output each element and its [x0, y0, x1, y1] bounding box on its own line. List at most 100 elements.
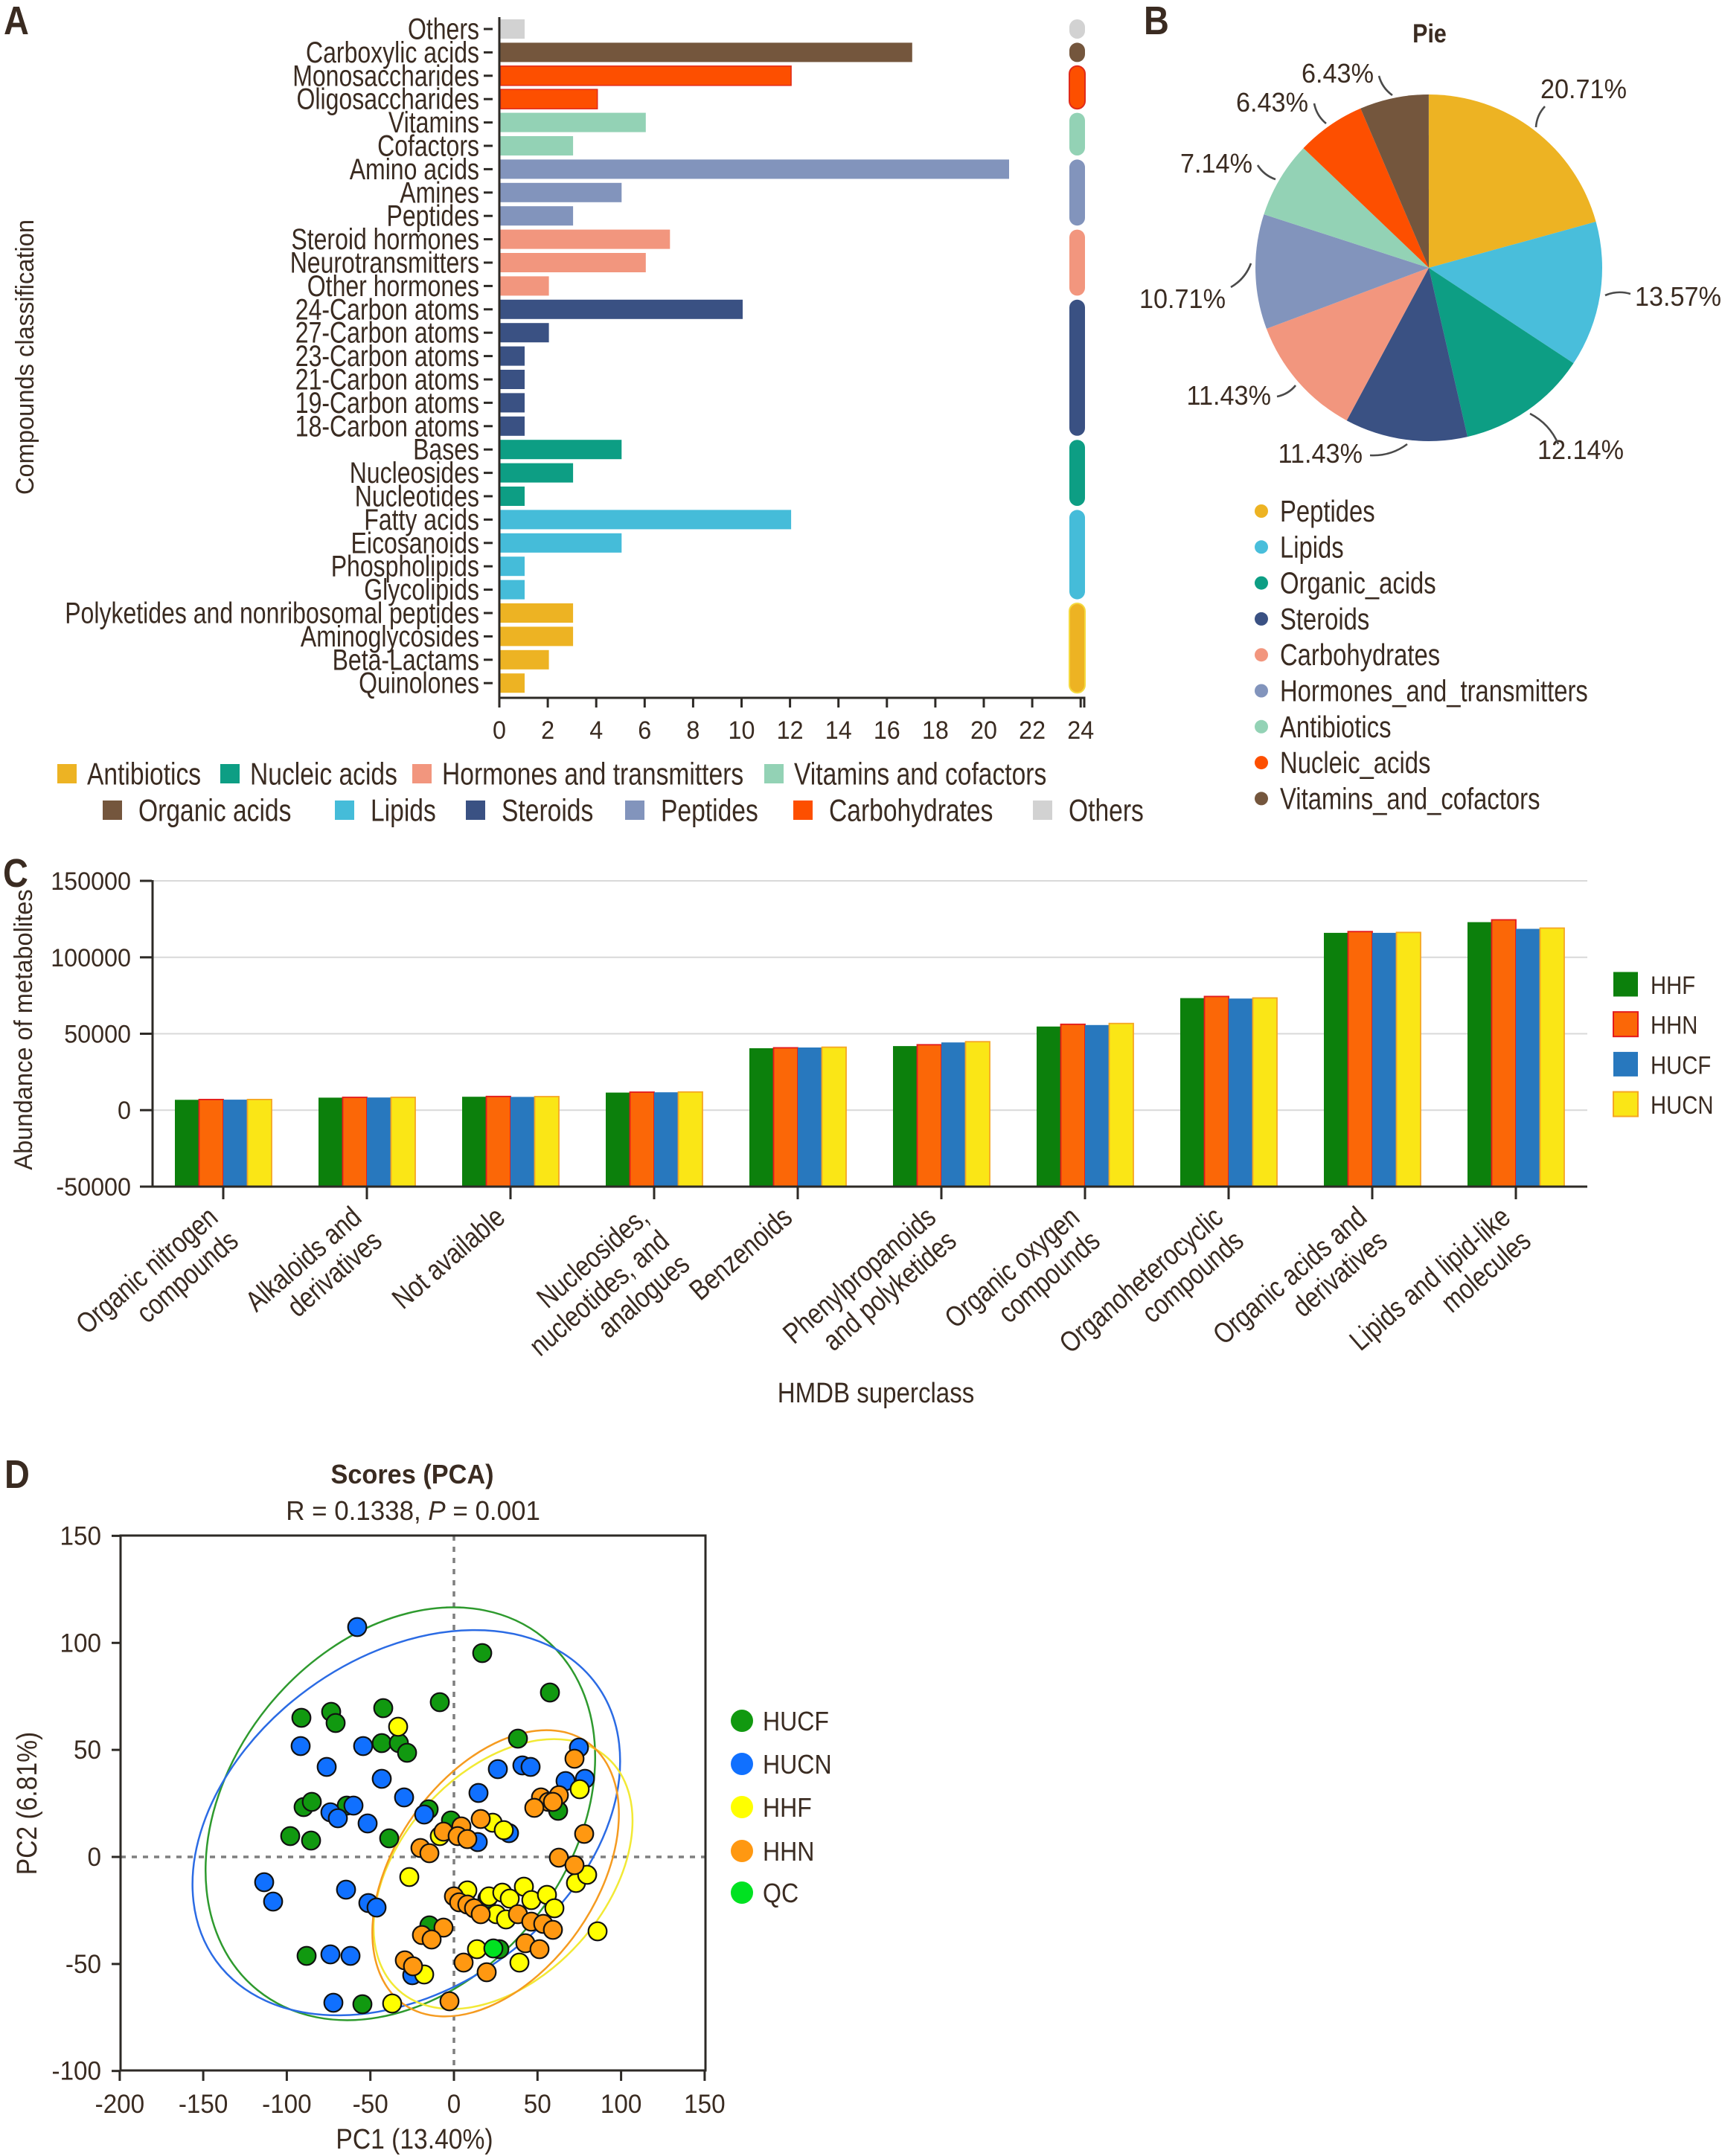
svg-text:-200: -200	[95, 2090, 145, 2119]
svg-text:18-Carbon atoms: 18-Carbon atoms	[295, 410, 479, 443]
svg-text:Steroid hormones: Steroid hormones	[291, 223, 479, 256]
svg-text:12: 12	[777, 716, 804, 745]
svg-text:-50: -50	[353, 2090, 388, 2119]
svg-text:HUCF: HUCF	[1651, 1051, 1711, 1079]
svg-text:Peptides: Peptides	[387, 200, 480, 233]
svg-text:Beta-Lactams: Beta-Lactams	[333, 644, 479, 676]
svg-text:6.43%: 6.43%	[1236, 87, 1308, 118]
svg-text:Vitamins and cofactors: Vitamins and cofactors	[794, 757, 1046, 792]
svg-text:Pie: Pie	[1412, 19, 1447, 48]
svg-text:Carbohydrates: Carbohydrates	[1280, 638, 1440, 672]
svg-text:0: 0	[118, 1097, 131, 1125]
svg-text:16: 16	[874, 716, 900, 745]
svg-text:21-Carbon atoms: 21-Carbon atoms	[295, 364, 479, 397]
svg-text:Steroids: Steroids	[502, 793, 593, 828]
svg-text:Peptides: Peptides	[1280, 494, 1375, 528]
svg-text:23-Carbon atoms: 23-Carbon atoms	[295, 340, 479, 373]
svg-text:Hormones and transmitters: Hormones and transmitters	[442, 757, 743, 792]
svg-text:18: 18	[922, 716, 949, 745]
svg-text:10.71%: 10.71%	[1139, 283, 1226, 314]
svg-text:QC: QC	[763, 1878, 798, 1908]
svg-text:11.43%: 11.43%	[1278, 438, 1363, 469]
svg-text:D: D	[4, 1452, 30, 1497]
svg-text:PC2 (6.81%): PC2 (6.81%)	[12, 1732, 43, 1876]
svg-text:Carbohydrates: Carbohydrates	[829, 793, 993, 828]
svg-text:150000: 150000	[51, 867, 131, 896]
svg-text:HUCN: HUCN	[763, 1749, 832, 1780]
svg-text:Antibiotics: Antibiotics	[87, 757, 201, 792]
svg-text:22: 22	[1019, 716, 1046, 745]
svg-text:Other hormones: Other hormones	[307, 270, 479, 303]
svg-text:6: 6	[638, 716, 651, 745]
svg-text:Glycolipids: Glycolipids	[364, 574, 479, 606]
svg-text:Nucleosides: Nucleosides	[350, 457, 479, 490]
svg-text:Others: Others	[1069, 793, 1144, 828]
svg-text:14: 14	[825, 716, 852, 745]
svg-text:HHF: HHF	[1651, 972, 1695, 1000]
svg-text:50: 50	[74, 1736, 101, 1765]
svg-text:Quinolones: Quinolones	[359, 667, 479, 700]
svg-text:4: 4	[589, 716, 603, 745]
svg-text:C: C	[3, 851, 28, 896]
svg-text:Lipids: Lipids	[1280, 530, 1344, 564]
svg-text:100: 100	[60, 1629, 102, 1658]
svg-text:Peptides: Peptides	[661, 793, 758, 828]
svg-text:Antibiotics: Antibiotics	[1280, 710, 1392, 744]
svg-text:150: 150	[60, 1521, 102, 1550]
svg-text:-100: -100	[52, 2057, 102, 2086]
svg-text:Others: Others	[408, 13, 479, 46]
svg-text:Polyketides and nonribosomal p: Polyketides and nonribosomal peptides	[65, 597, 479, 630]
svg-text:HHN: HHN	[1651, 1012, 1697, 1040]
svg-text:Vitamins_and_cofactors: Vitamins_and_cofactors	[1280, 781, 1540, 815]
svg-text:10: 10	[729, 716, 755, 745]
svg-text:Amino acids: Amino acids	[350, 153, 479, 186]
svg-text:Nucleic_acids: Nucleic_acids	[1280, 745, 1430, 780]
svg-text:Monosaccharides: Monosaccharides	[292, 60, 479, 92]
svg-text:Eicosanoids: Eicosanoids	[351, 527, 480, 559]
svg-text:Aminoglycosides: Aminoglycosides	[301, 620, 479, 653]
svg-text:Nucleotides: Nucleotides	[355, 481, 479, 513]
svg-text:Cofactors: Cofactors	[377, 130, 479, 163]
svg-text:Vitamins: Vitamins	[388, 106, 479, 139]
svg-text:B: B	[1144, 0, 1169, 43]
svg-text:HMDB superclass: HMDB superclass	[778, 1378, 975, 1409]
svg-text:Abundance of metabolites: Abundance of metabolites	[10, 889, 38, 1170]
svg-text:Phospholipids: Phospholipids	[331, 551, 479, 583]
svg-text:0: 0	[493, 716, 506, 745]
svg-text:6.43%: 6.43%	[1302, 58, 1374, 89]
svg-text:100000: 100000	[51, 944, 131, 972]
svg-text:13.57%: 13.57%	[1635, 281, 1721, 312]
svg-text:Bases: Bases	[413, 434, 479, 466]
svg-text:PC1 (13.40%): PC1 (13.40%)	[336, 2124, 493, 2155]
svg-text:HUCN: HUCN	[1651, 1091, 1714, 1120]
svg-text:150: 150	[684, 2090, 726, 2119]
svg-text:8: 8	[686, 716, 700, 745]
svg-text:-50: -50	[65, 1950, 101, 1979]
svg-text:50: 50	[524, 2090, 551, 2119]
svg-text:R = 0.1338,: R = 0.1338,	[286, 1495, 421, 1526]
svg-text:100: 100	[601, 2090, 642, 2119]
svg-text:Lipids: Lipids	[371, 793, 436, 828]
svg-text:Nucleic acids: Nucleic acids	[250, 757, 397, 792]
svg-text:0: 0	[447, 2090, 461, 2119]
svg-text:Organic acids: Organic acids	[138, 793, 291, 828]
svg-text:20.71%: 20.71%	[1540, 74, 1627, 104]
svg-text:0: 0	[88, 1843, 102, 1872]
svg-text:P: P	[428, 1495, 445, 1526]
svg-text:HUCF: HUCF	[763, 1706, 829, 1736]
svg-text:7.14%: 7.14%	[1180, 148, 1252, 179]
svg-text:Organic_acids: Organic_acids	[1280, 566, 1436, 600]
svg-text:Compounds classification: Compounds classification	[11, 219, 39, 495]
svg-text:27-Carbon atoms: 27-Carbon atoms	[295, 317, 479, 350]
svg-text:-150: -150	[179, 2090, 228, 2119]
svg-text:Carboxylic acids: Carboxylic acids	[306, 36, 479, 69]
svg-text:19-Carbon atoms: 19-Carbon atoms	[295, 387, 479, 420]
svg-text:2: 2	[541, 716, 554, 745]
svg-text:A: A	[4, 0, 29, 43]
svg-text:24-Carbon atoms: 24-Carbon atoms	[295, 293, 479, 326]
svg-text:Neurotransmitters: Neurotransmitters	[290, 247, 479, 280]
svg-text:= 0.001: = 0.001	[452, 1495, 540, 1526]
svg-text:-50000: -50000	[56, 1173, 131, 1201]
svg-text:-100: -100	[262, 2090, 312, 2119]
svg-text:HHF: HHF	[763, 1792, 812, 1823]
